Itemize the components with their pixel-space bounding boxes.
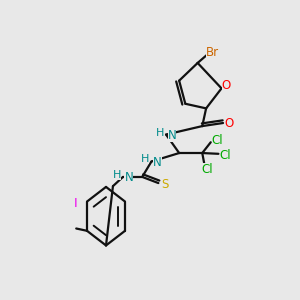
Text: N: N bbox=[124, 171, 133, 184]
Text: N: N bbox=[153, 156, 162, 169]
Text: I: I bbox=[74, 197, 77, 210]
Text: H: H bbox=[112, 169, 121, 180]
Text: N: N bbox=[168, 129, 176, 142]
Text: O: O bbox=[225, 116, 234, 130]
Text: Cl: Cl bbox=[212, 134, 224, 147]
Text: H: H bbox=[156, 128, 164, 138]
Text: Cl: Cl bbox=[202, 164, 214, 176]
Text: Br: Br bbox=[206, 46, 219, 59]
Text: Cl: Cl bbox=[220, 149, 231, 162]
Text: S: S bbox=[161, 178, 168, 191]
Text: H: H bbox=[141, 154, 149, 164]
Text: O: O bbox=[221, 79, 231, 92]
